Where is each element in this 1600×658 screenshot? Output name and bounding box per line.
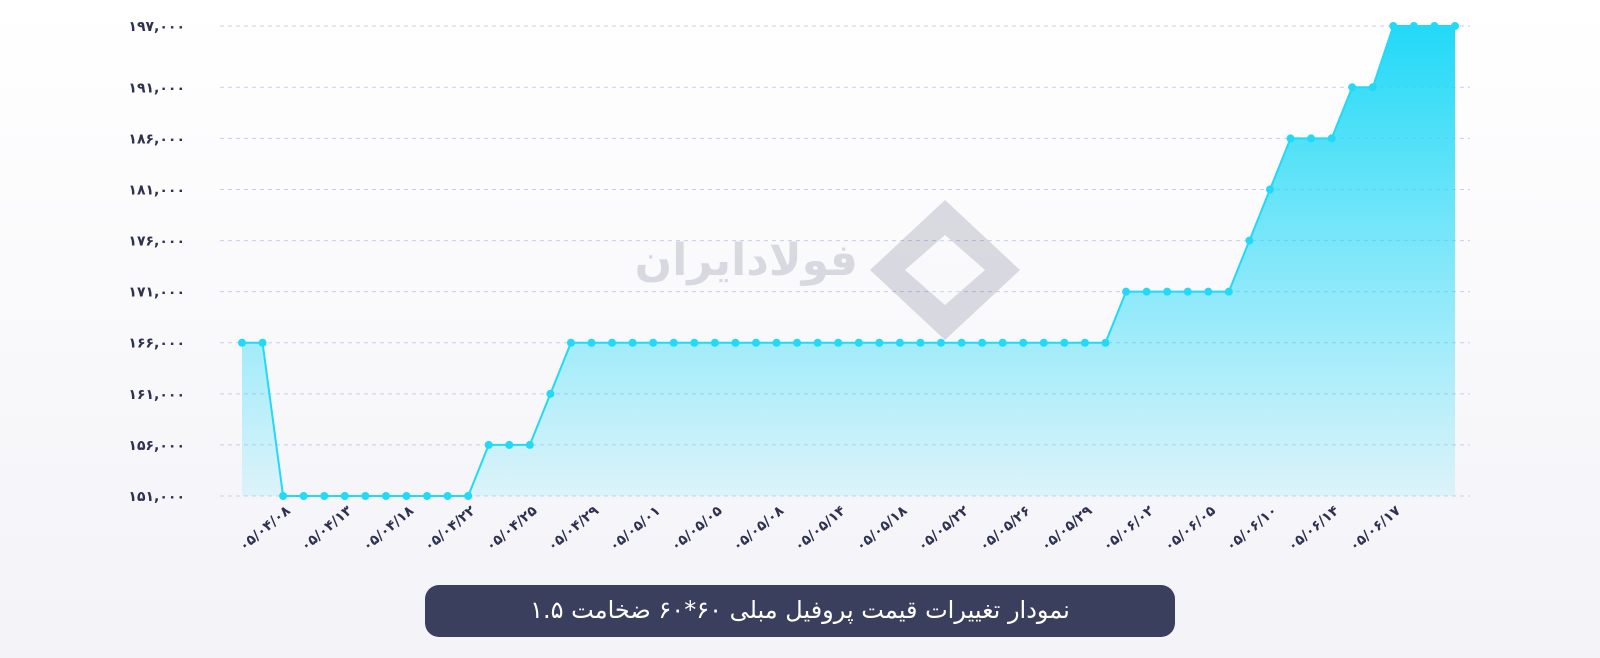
point <box>1348 83 1357 92</box>
point <box>751 338 760 347</box>
y-tick-label: ۱۵۶,۰۰۰ <box>128 438 185 454</box>
point <box>669 338 678 347</box>
y-tick-label: ۱۹۷,۰۰۰ <box>128 19 185 35</box>
point <box>1224 287 1233 296</box>
point <box>1080 338 1089 347</box>
point <box>710 338 719 347</box>
point <box>546 389 555 398</box>
point <box>587 338 596 347</box>
watermark-text: فولادایران <box>635 235 858 286</box>
point <box>1245 236 1254 245</box>
point <box>1039 338 1048 347</box>
title-pill <box>425 585 1175 637</box>
point <box>258 338 267 347</box>
point <box>381 492 390 500</box>
y-tick-label: ۱۹۱,۰۰۰ <box>128 80 185 96</box>
chart-title: نمودار تغییرات قیمت پروفیل مبلی ۶۰*۶۰ ضخ… <box>530 596 1070 624</box>
point <box>1183 287 1192 296</box>
point <box>1409 22 1418 30</box>
point <box>690 338 699 347</box>
point <box>525 440 534 449</box>
point <box>916 338 925 347</box>
point <box>340 492 349 500</box>
point <box>1286 134 1295 143</box>
point <box>484 440 493 449</box>
point <box>813 338 822 347</box>
point <box>320 492 329 500</box>
point <box>793 338 802 347</box>
point <box>464 492 473 500</box>
point <box>1327 134 1336 143</box>
point <box>875 338 884 347</box>
point <box>957 338 966 347</box>
point <box>1019 338 1028 347</box>
point <box>854 338 863 347</box>
point <box>1142 287 1151 296</box>
point <box>628 338 637 347</box>
point <box>978 338 987 347</box>
watermark: فولادایران <box>635 200 1020 340</box>
point <box>566 338 575 347</box>
y-tick-label: ۱۶۱,۰۰۰ <box>128 387 185 403</box>
point <box>772 338 781 347</box>
grid: ۱۵۱,۰۰۰ ۱۵۶,۰۰۰ ۱۶۱,۰۰۰ ۱۶۶,۰۰۰ ۱۷۱,۰۰۰ ۱۷۶,۰… <box>128 19 1470 505</box>
point <box>834 338 843 347</box>
point <box>895 338 904 347</box>
point <box>731 338 740 347</box>
point <box>402 492 411 500</box>
point <box>937 338 946 347</box>
y-tick-label: ۱۵۱,۰۰۰ <box>128 489 185 505</box>
y-tick-label: ۱۷۶,۰۰۰ <box>128 234 185 250</box>
watermark-logo <box>870 200 1020 340</box>
point <box>423 492 432 500</box>
point <box>608 338 617 347</box>
y-tick-label: ۱۷۱,۰۰۰ <box>128 285 185 301</box>
point <box>299 492 308 500</box>
point <box>1163 287 1172 296</box>
point <box>1101 338 1110 347</box>
y-tick-label: ۱۸۱,۰۰۰ <box>128 182 185 198</box>
point <box>1122 287 1131 296</box>
point <box>443 492 452 500</box>
point <box>1204 287 1213 296</box>
point <box>505 440 514 449</box>
point <box>1060 338 1069 347</box>
y-tick-label: ۱۸۶,۰۰۰ <box>128 131 185 147</box>
area <box>242 26 1455 496</box>
watermark-logo-cut <box>905 235 985 305</box>
point <box>1265 185 1274 194</box>
point <box>1389 22 1398 30</box>
point <box>1430 22 1439 30</box>
y-tick-label: ۱۶۶,۰۰۰ <box>128 336 185 352</box>
point <box>361 492 370 500</box>
point <box>1368 83 1377 92</box>
point <box>1307 134 1316 143</box>
point <box>649 338 658 347</box>
point <box>998 338 1007 347</box>
point <box>1451 22 1459 30</box>
point <box>279 492 288 500</box>
point <box>238 338 246 347</box>
